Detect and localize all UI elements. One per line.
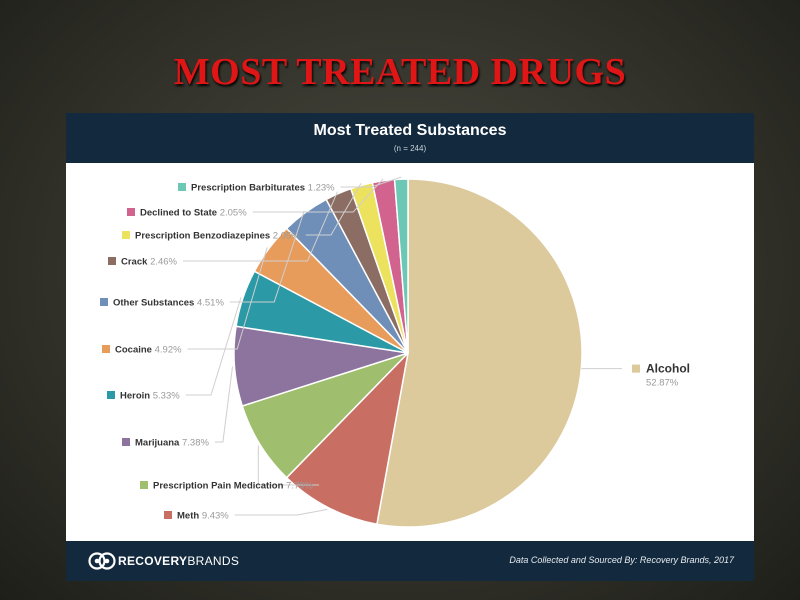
legend-swatch-prescription-benzodiazepines bbox=[122, 231, 130, 239]
slice-label-heroin: Heroin 5.33% bbox=[120, 391, 180, 402]
leader-line-marijuana bbox=[214, 366, 233, 443]
chart-card: Most Treated Substances (n = 244) Prescr… bbox=[66, 113, 754, 581]
legend-swatch-crack bbox=[108, 257, 116, 265]
recovery-brands-logo-icon bbox=[88, 552, 116, 570]
leader-line-prescription-pain-medication bbox=[257, 445, 319, 486]
slice-label-marijuana: Marijuana 7.38% bbox=[135, 438, 209, 449]
chart-header: Most Treated Substances (n = 244) bbox=[66, 113, 754, 163]
source-note: Data Collected and Sourced By: Recovery … bbox=[509, 555, 734, 565]
legend-swatch-prescription-barbiturates bbox=[178, 183, 186, 191]
slice-label-other-substances: Other Substances 4.51% bbox=[113, 298, 224, 309]
slice-label-cocaine: Cocaine 4.92% bbox=[115, 345, 182, 356]
legend-swatch-heroin bbox=[107, 391, 115, 399]
legend-swatch-prescription-pain-medication bbox=[140, 481, 148, 489]
legend-swatch-declined-to-state bbox=[127, 208, 135, 216]
leader-line-crack bbox=[183, 191, 338, 262]
slice-label-declined-to-state: Declined to State 2.05% bbox=[140, 208, 247, 219]
leader-line-heroin bbox=[185, 297, 242, 396]
legend-swatch-meth bbox=[164, 511, 172, 519]
leader-line-meth bbox=[234, 508, 328, 516]
legend-swatch-cocaine bbox=[102, 345, 110, 353]
slice-label-crack: Crack 2.46% bbox=[121, 257, 178, 268]
leader-line-other-substances bbox=[229, 210, 305, 303]
slice-label-alcohol: Alcohol bbox=[646, 362, 690, 376]
chart-subtitle: (n = 244) bbox=[393, 144, 427, 153]
brand-name-part1: RECOVERY bbox=[118, 554, 188, 568]
pie-chart: Prescription Barbiturates 1.23% Declined … bbox=[100, 176, 690, 528]
chart-title: Most Treated Substances bbox=[313, 122, 507, 139]
slice-value-alcohol: 52.87% bbox=[646, 378, 679, 389]
chart-footer: RECOVERYBRANDS Data Collected and Source… bbox=[66, 541, 754, 581]
legend-swatch-alcohol bbox=[632, 364, 640, 373]
brand-name: RECOVERYBRANDS bbox=[118, 554, 239, 568]
pie-slice-alcohol bbox=[376, 178, 583, 528]
leader-line-prescription-barbiturates bbox=[340, 176, 402, 188]
slice-label-prescription-barbiturates: Prescription Barbiturates 1.23% bbox=[191, 183, 335, 194]
slice-label-prescription-benzodiazepines: Prescription Benzodiazepines 2.05% bbox=[135, 231, 300, 242]
pie-slice-meth bbox=[285, 350, 410, 526]
leader-line-cocaine bbox=[187, 247, 268, 350]
slide-title: MOST TREATED DRUGS bbox=[173, 51, 627, 93]
leader-line-declined-to-state bbox=[252, 178, 384, 213]
legend-swatch-other-substances bbox=[100, 298, 108, 306]
legend-swatch-marijuana bbox=[122, 438, 130, 446]
leader-line-prescription-benzodiazepines bbox=[305, 183, 362, 236]
slice-label-prescription-pain-medication: Prescription Pain Medication 7.79% bbox=[153, 481, 314, 492]
slice-label-meth: Meth 9.43% bbox=[177, 511, 229, 522]
brand-name-part2: BRANDS bbox=[187, 554, 240, 568]
